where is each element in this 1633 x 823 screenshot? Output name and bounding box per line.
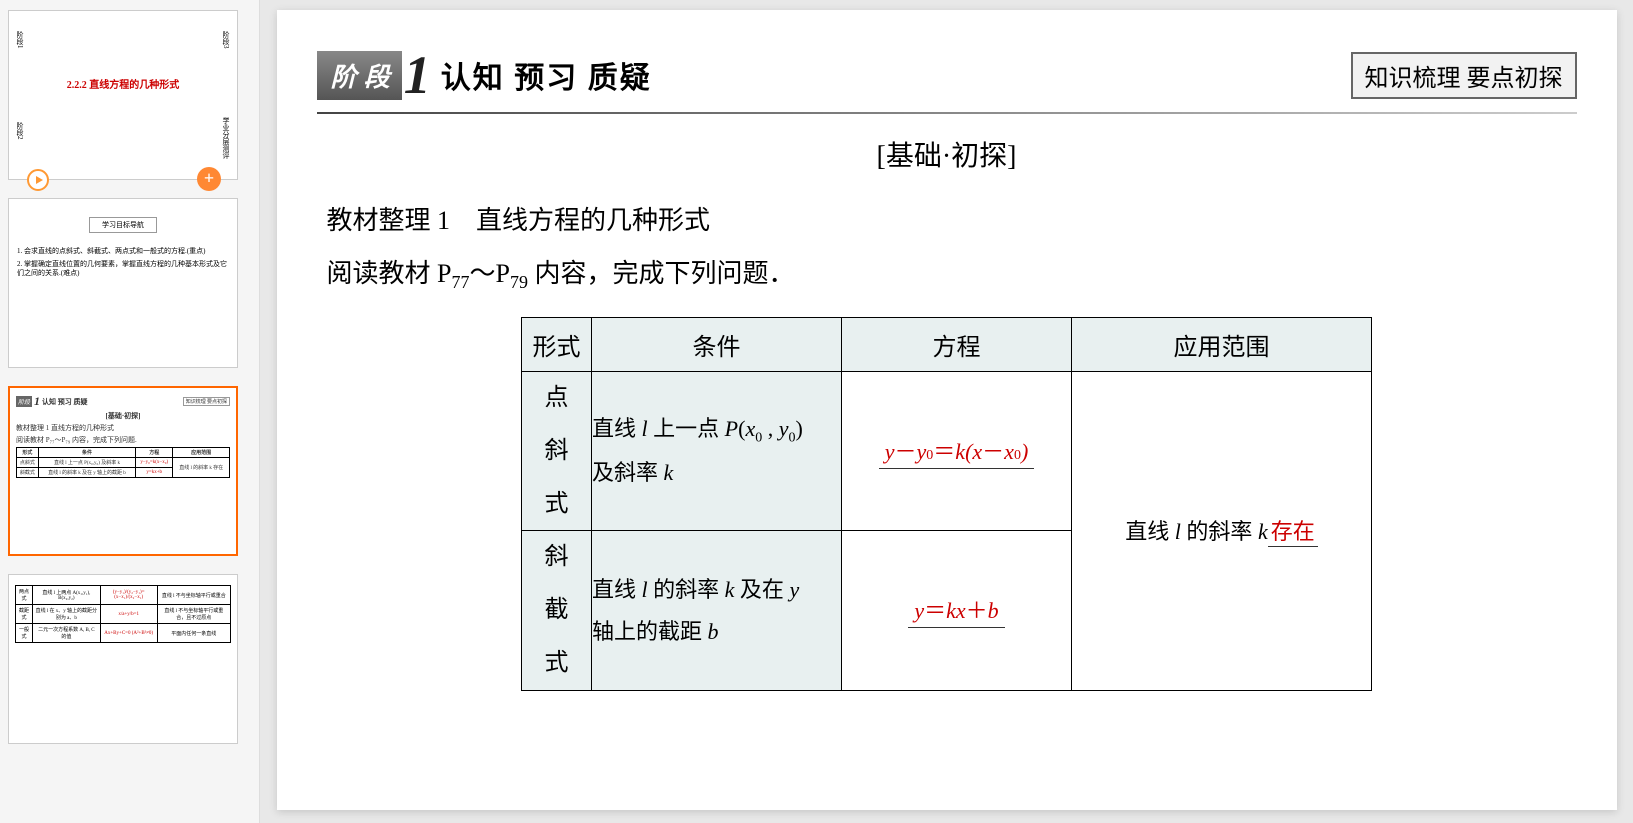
th-range: 应用范围: [1072, 317, 1372, 371]
cell-form-1: 点 斜 式: [522, 371, 592, 530]
thumb1-corner-tl: 阶段1: [15, 31, 25, 49]
stage-underline: [317, 112, 1577, 114]
thumb3-badge: 阶段: [16, 396, 32, 407]
section-description: 阅读教材 P77～P79 内容，完成下列问题．: [327, 253, 1577, 297]
thumb1-corner-tr: 阶段3: [221, 31, 231, 49]
stage-badge: 阶 段: [317, 51, 402, 100]
stage-number: 1: [404, 48, 431, 102]
thumb2-line2: 2. 掌握确定直线位置的几何要素，掌握直线方程的几种基本形式及它们之间的关系.(…: [17, 260, 229, 278]
th-form: 形式: [522, 317, 592, 371]
slide-thumbnail-3[interactable]: 阶段 1 认知 预习 质疑 知识梳理 要点初探 [基础·初探] 教材整理 1 直…: [8, 386, 238, 556]
equation-forms-table: 形式 条件 方程 应用范围 点 斜 式 直线 l 上一点 P(x0 , y0) …: [521, 317, 1372, 691]
play-slideshow-button[interactable]: [27, 169, 49, 191]
app-root: 阶段1 阶段3 阶段2 学业分层测评 2.2.2 直线方程的几种形式 + 学习目…: [0, 0, 1633, 823]
thumb3-right: 知识梳理 要点初探: [183, 397, 230, 406]
thumb3-title: 认知 预习 质疑: [42, 397, 88, 407]
table-row-point-slope: 点 斜 式 直线 l 上一点 P(x0 , y0) 及斜率 k y－y0＝k(x…: [522, 371, 1372, 530]
slide-canvas-area[interactable]: 阶 段 1 认知 预习 质疑 知识梳理 要点初探 [基础·初探] 教材整理 1 …: [260, 0, 1633, 823]
current-slide[interactable]: 阶 段 1 认知 预习 质疑 知识梳理 要点初探 [基础·初探] 教材整理 1 …: [277, 10, 1617, 810]
stage-right-box: 知识梳理 要点初探: [1351, 52, 1577, 99]
thumb2-line1: 1. 会求直线的点斜式、斜截式、两点式和一般式的方程.(重点): [17, 247, 229, 256]
thumb3-table: 形式条件方程应用范围 点斜式直线 l 上一点 P(x₀,y₀) 及斜率 ky−y…: [16, 447, 230, 478]
desc-p1: 77: [451, 272, 469, 292]
cell-cond-1: 直线 l 上一点 P(x0 , y0) 及斜率 k: [592, 371, 842, 530]
desc-post: 内容，完成下列问题．: [528, 259, 795, 288]
slide-thumbnail-4[interactable]: 两点式直线 l 上两点 A(x₁,y₁), B(x₂,y₂)(y−y₁)/(y₂…: [8, 574, 238, 744]
desc-p2: 79: [510, 272, 528, 292]
desc-pre: 阅读教材 P: [327, 259, 452, 288]
slide-thumbnail-1[interactable]: 阶段1 阶段3 阶段2 学业分层测评 2.2.2 直线方程的几种形式 +: [8, 10, 238, 180]
thumb3-line2: 阅读教材 P₇₇～P₇₉ 内容，完成下列问题.: [16, 435, 230, 445]
thumb4-table: 两点式直线 l 上两点 A(x₁,y₁), B(x₂,y₂)(y−y₁)/(y₂…: [15, 585, 231, 643]
slide-thumbnail-2[interactable]: 学习目标导航 1. 会求直线的点斜式、斜截式、两点式和一般式的方程.(重点) 2…: [8, 198, 238, 368]
thumb2-heading: 学习目标导航: [89, 217, 157, 233]
cell-eq-2: y＝kx＋b: [842, 531, 1072, 690]
th-equation: 方程: [842, 317, 1072, 371]
thumb1-corner-br: 学业分层测评: [221, 117, 231, 159]
desc-mid: ～P: [469, 259, 509, 288]
section-title: 教材整理 1 直线方程的几种形式: [327, 200, 1577, 237]
slide-thumbnail-panel[interactable]: 阶段1 阶段3 阶段2 学业分层测评 2.2.2 直线方程的几种形式 + 学习目…: [0, 0, 260, 823]
thumb1-corner-bl: 阶段2: [15, 122, 25, 140]
stage-title: 认知 预习 质疑: [441, 53, 652, 97]
sub-heading: [基础·初探]: [317, 134, 1577, 174]
thumb3-num: 1: [34, 394, 40, 409]
cell-range: 直线 l 的斜率 k存在: [1072, 371, 1372, 690]
thumb3-sub: [基础·初探]: [16, 411, 230, 421]
thumb3-line1: 教材整理 1 直线方程的几种形式: [16, 423, 230, 433]
cell-form-2: 斜 截 式: [522, 531, 592, 690]
cell-eq-1: y－y0＝k(x－x0): [842, 371, 1072, 530]
cell-cond-2: 直线 l 的斜率 k 及在 y 轴上的截距 b: [592, 531, 842, 690]
add-slide-button[interactable]: +: [197, 167, 221, 191]
th-condition: 条件: [592, 317, 842, 371]
thumb1-title: 2.2.2 直线方程的几种形式: [9, 76, 237, 91]
stage-header-bar: 阶 段 1 认知 预习 质疑 知识梳理 要点初探: [317, 48, 1577, 102]
